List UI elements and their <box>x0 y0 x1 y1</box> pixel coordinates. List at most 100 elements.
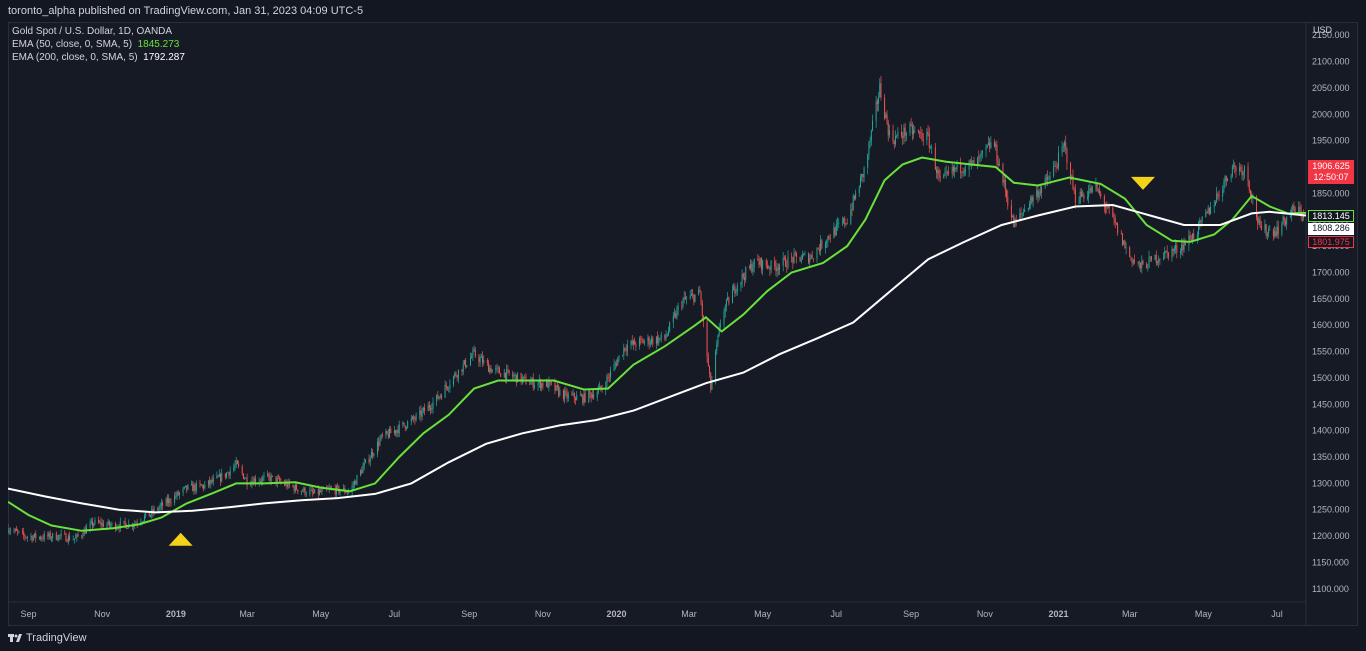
candle-body <box>1299 206 1301 211</box>
candle-body <box>403 422 405 426</box>
candle-body <box>396 430 398 433</box>
candle-body <box>226 472 228 478</box>
candle-body <box>753 258 755 268</box>
candle-body <box>81 535 83 537</box>
candle-body <box>1265 224 1267 236</box>
candle-body <box>706 321 708 358</box>
candle-body <box>658 338 660 344</box>
candle-body <box>376 441 378 455</box>
publish-info: toronto_alpha published on TradingView.c… <box>8 5 364 17</box>
candle-body <box>30 536 32 537</box>
candle-body <box>419 410 421 415</box>
candle-body <box>692 294 694 295</box>
candle-body <box>174 495 176 503</box>
candle-body <box>380 434 382 440</box>
candle-body <box>351 485 353 492</box>
candle-body <box>581 395 583 396</box>
candle-body <box>1258 219 1260 224</box>
candle-body <box>931 147 933 148</box>
candle-body <box>457 369 459 378</box>
candle-body <box>253 478 255 485</box>
candle-body <box>638 338 640 347</box>
candle-body <box>293 486 295 492</box>
candle-body <box>698 289 700 295</box>
candle-body <box>168 498 170 504</box>
candle-body <box>1045 177 1047 178</box>
tradingview-logo[interactable]: TradingView <box>8 632 87 644</box>
candle-body <box>250 484 252 486</box>
candle-body <box>550 382 552 384</box>
y-tick-label: 1550.000 <box>1312 347 1350 357</box>
y-tick-label: 1200.000 <box>1312 531 1350 541</box>
candle-body <box>1007 196 1009 206</box>
candle-body <box>177 491 179 495</box>
candle-body <box>794 253 796 254</box>
candle-body <box>1100 193 1102 197</box>
ema200-value: 1792.287 <box>143 52 185 63</box>
candle-body <box>1024 209 1026 213</box>
candle-body <box>352 485 354 486</box>
candle-body <box>60 533 62 536</box>
candle-body <box>123 521 125 522</box>
candle-body <box>835 224 837 236</box>
candle-body <box>943 174 945 179</box>
candle-body <box>589 390 591 394</box>
x-tick-label: May <box>1195 609 1213 619</box>
candle-body <box>666 334 668 337</box>
candle-body <box>1082 194 1084 197</box>
candle-body <box>1123 240 1125 246</box>
candle-body <box>1155 254 1157 264</box>
candle-body <box>965 169 967 172</box>
candle-body <box>246 477 248 486</box>
candle-body <box>641 338 643 341</box>
candle-body <box>1053 166 1055 176</box>
buy-signal-marker <box>168 532 193 546</box>
candle-body <box>135 522 137 524</box>
candle-body <box>846 223 848 224</box>
candle-body <box>410 418 412 422</box>
candle-body <box>591 394 593 398</box>
x-tick-label: Sep <box>903 609 919 619</box>
candle-body <box>914 130 916 132</box>
candle-body <box>765 260 767 266</box>
candle-body <box>810 255 812 259</box>
candle-body <box>334 488 336 495</box>
candle-body <box>1108 205 1110 209</box>
candle-body <box>292 485 294 487</box>
candle-body <box>1105 206 1107 208</box>
price-chart[interactable]: 2150.000 2100.000 2050.000 2000.000 1950.000… <box>8 22 1358 626</box>
candle-body <box>1150 256 1152 260</box>
candle-body <box>294 484 296 492</box>
candle-body <box>624 347 626 350</box>
candle-body <box>751 263 753 272</box>
candle-body <box>420 410 422 417</box>
candle-body <box>355 481 357 485</box>
candle-body <box>385 431 387 436</box>
candle-body <box>94 519 96 524</box>
candle-body <box>1106 207 1108 209</box>
candle-body <box>303 487 305 492</box>
candle-body <box>693 294 695 302</box>
y-tick-label: 1450.000 <box>1312 399 1350 409</box>
candle-body <box>1129 247 1131 257</box>
candle-body <box>319 490 321 495</box>
candle-body <box>1134 260 1136 262</box>
candle-body <box>370 452 372 459</box>
candle-body <box>1044 177 1046 188</box>
candle-body <box>562 389 564 399</box>
candle-body <box>944 172 946 175</box>
candle-body <box>373 454 375 456</box>
candle-body <box>1130 256 1132 258</box>
candle-body <box>928 133 930 148</box>
candle-body <box>1190 239 1192 242</box>
candle-body <box>362 466 364 474</box>
candle-body <box>360 470 362 476</box>
candle-body <box>1056 166 1058 168</box>
candle-body <box>471 356 473 359</box>
y-tick-label: 2150.000 <box>1312 30 1350 40</box>
candle-body <box>934 147 936 170</box>
candle-body <box>694 294 696 302</box>
candle-body <box>413 416 415 420</box>
candle-body <box>683 296 685 300</box>
candle-body <box>1224 175 1226 183</box>
